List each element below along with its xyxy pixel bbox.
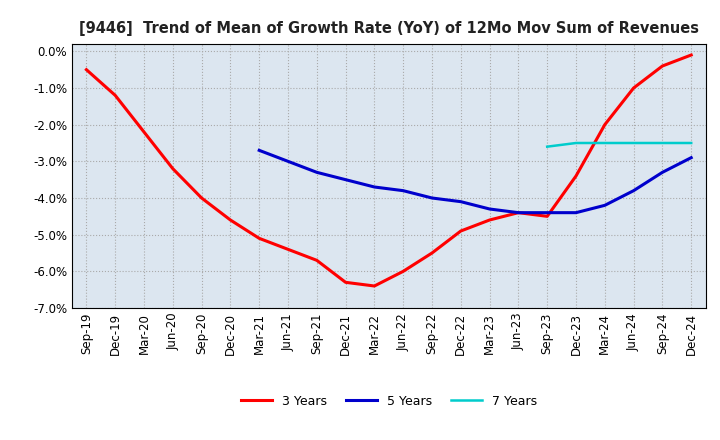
7 Years (629, 140, 638, 146)
5 Years (600, 203, 609, 208)
3 Years (428, 250, 436, 256)
5 Years (399, 188, 408, 193)
5 Years (572, 210, 580, 215)
7 Years (658, 140, 667, 146)
5 Years (514, 210, 523, 215)
5 Years (629, 188, 638, 193)
3 Years (658, 63, 667, 69)
3 Years (543, 214, 552, 219)
3 Years (312, 258, 321, 263)
3 Years (284, 247, 292, 252)
3 Years (140, 129, 148, 135)
5 Years (284, 159, 292, 164)
3 Years (370, 283, 379, 289)
3 Years (687, 52, 696, 58)
7 Years (687, 140, 696, 146)
Line: 3 Years: 3 Years (86, 55, 691, 286)
7 Years (600, 140, 609, 146)
Line: 7 Years: 7 Years (547, 143, 691, 147)
Legend: 3 Years, 5 Years, 7 Years: 3 Years, 5 Years, 7 Years (235, 390, 542, 413)
3 Years (82, 67, 91, 72)
3 Years (572, 173, 580, 179)
5 Years (543, 210, 552, 215)
3 Years (111, 93, 120, 98)
3 Years (600, 122, 609, 127)
3 Years (514, 210, 523, 215)
3 Years (255, 236, 264, 241)
5 Years (370, 184, 379, 190)
3 Years (226, 217, 235, 223)
3 Years (399, 269, 408, 274)
3 Years (197, 195, 206, 201)
7 Years (543, 144, 552, 149)
5 Years (658, 170, 667, 175)
3 Years (168, 166, 177, 171)
3 Years (456, 228, 465, 234)
5 Years (341, 177, 350, 182)
3 Years (485, 217, 494, 223)
3 Years (341, 280, 350, 285)
7 Years (572, 140, 580, 146)
5 Years (687, 155, 696, 160)
5 Years (456, 199, 465, 204)
5 Years (255, 148, 264, 153)
Title: [9446]  Trend of Mean of Growth Rate (YoY) of 12Mo Mov Sum of Revenues: [9446] Trend of Mean of Growth Rate (YoY… (78, 21, 699, 36)
Line: 5 Years: 5 Years (259, 150, 691, 213)
5 Years (428, 195, 436, 201)
5 Years (485, 206, 494, 212)
5 Years (312, 170, 321, 175)
3 Years (629, 85, 638, 91)
